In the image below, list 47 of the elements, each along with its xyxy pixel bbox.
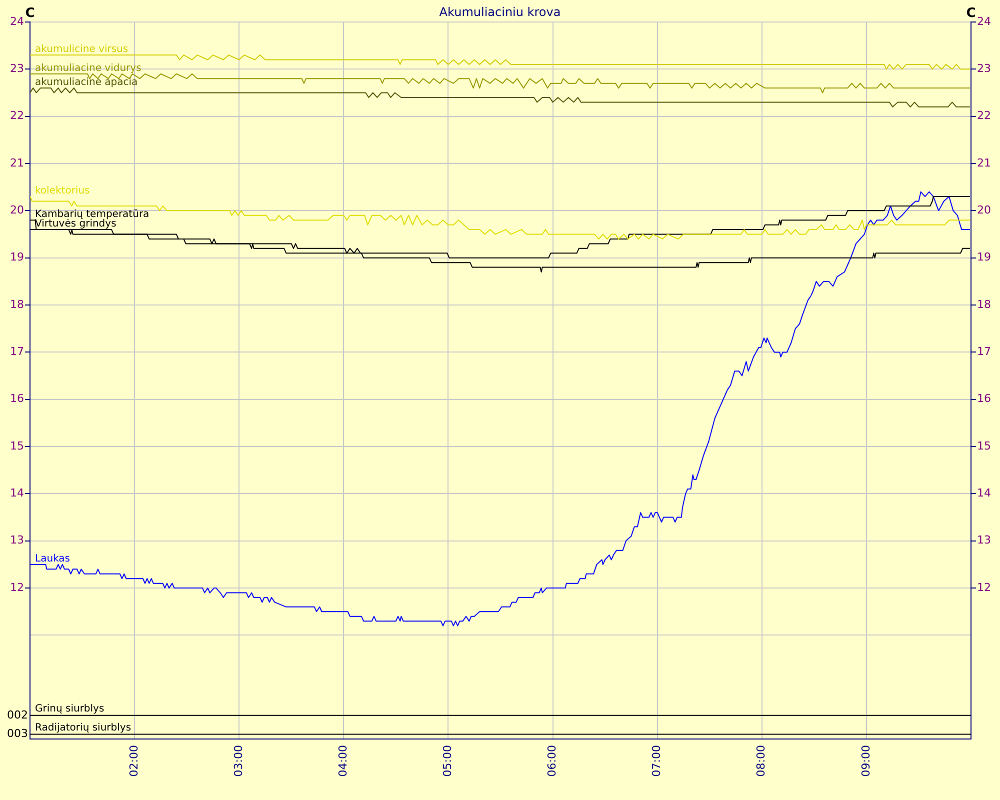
y-tick-label: 17 — [10, 345, 24, 358]
y-tick-label: 15 — [10, 439, 24, 452]
ref-line-label: Radijatorių siurblys — [35, 722, 132, 734]
x-tick-label: 02:00 — [127, 745, 140, 777]
x-tick-label: 06:00 — [546, 745, 559, 777]
y-tick-label: 18 — [10, 298, 24, 311]
y-tick-label: 23 — [10, 62, 24, 76]
y2-tick-label: 12 — [977, 580, 991, 594]
y-tick-label: 14 — [10, 486, 24, 500]
y2-tick-label: 20 — [977, 204, 991, 217]
series-label: akumuliacine apacia — [35, 77, 138, 88]
y2-tick-label: 19 — [977, 250, 991, 264]
x-tick-label: 08:00 — [754, 745, 768, 777]
y-tick-label: 12 — [10, 580, 24, 594]
y-tick-label: 24 — [10, 14, 24, 28]
y-tick-label: 22 — [10, 109, 24, 122]
y2-tick-label: 13 — [977, 534, 991, 547]
y2-tick-label: 17 — [977, 345, 991, 358]
text: 002 — [7, 708, 28, 722]
series-label: akumulicine virsus — [35, 44, 128, 56]
x-tick-label: 05:00 — [441, 745, 454, 777]
y-tick-label: 13 — [10, 534, 24, 547]
y2-axis-title: C — [966, 6, 976, 21]
y2-tick-label: 21 — [977, 156, 991, 170]
y-tick-label: 20 — [10, 204, 24, 217]
series-label: akumuliacine vidurys — [35, 62, 142, 74]
y2-tick-label: 16 — [977, 392, 991, 406]
text: 003 — [7, 727, 28, 740]
y2-tick-label: 14 — [977, 486, 991, 500]
y-tick-label: 21 — [10, 156, 24, 170]
y-tick-label: 16 — [10, 392, 24, 406]
x-tick-label: 07:00 — [650, 745, 664, 777]
ref-line-label: Grinų siurblys — [35, 703, 104, 714]
y2-tick-label: 22 — [977, 109, 991, 122]
y-tick-label: 19 — [10, 250, 24, 264]
series-label: Kambarių temperatūra — [35, 209, 150, 220]
y2-tick-label: 23 — [977, 62, 991, 76]
y2-tick-label: 15 — [977, 439, 991, 452]
x-tick-label: 04:00 — [336, 745, 350, 777]
x-tick-label: 09:00 — [859, 745, 872, 777]
series-label: kolektorius — [35, 186, 90, 197]
y2-tick-label: 18 — [977, 298, 991, 311]
x-tick-label: 03:00 — [232, 745, 245, 777]
chart-title: Akumuliaciniu krova — [439, 5, 561, 19]
y-axis-title: C — [25, 6, 35, 21]
series-label: Laukas — [35, 553, 70, 564]
y2-tick-label: 24 — [977, 14, 991, 28]
